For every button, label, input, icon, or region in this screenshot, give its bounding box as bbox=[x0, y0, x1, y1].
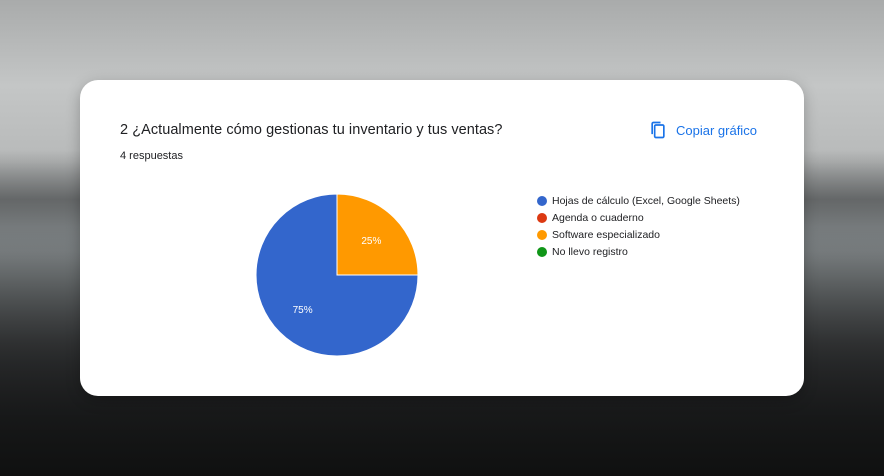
legend-label: Agenda o cuaderno bbox=[552, 211, 644, 224]
legend-label: Software especializado bbox=[552, 228, 660, 241]
legend-item[interactable]: Hojas de cálculo (Excel, Google Sheets) bbox=[537, 192, 740, 209]
legend-swatch bbox=[537, 212, 547, 223]
legend-swatch bbox=[537, 229, 547, 240]
response-count: 4 respuestas bbox=[120, 150, 183, 162]
copy-chart-label: Copiar gráfico bbox=[676, 122, 757, 138]
pie-slice-label-2: 25% bbox=[361, 236, 381, 247]
chart-legend: Hojas de cálculo (Excel, Google Sheets) A… bbox=[537, 192, 740, 260]
legend-item[interactable]: Agenda o cuaderno bbox=[537, 209, 740, 226]
pie-chart: 25% 75% bbox=[255, 193, 419, 357]
chart-card: 2 ¿Actualmente cómo gestionas tu inventa… bbox=[80, 80, 804, 396]
pie-slice-label-0: 75% bbox=[293, 305, 313, 316]
copy-chart-button[interactable]: Copiar gráfico bbox=[648, 118, 757, 142]
question-title: 2 ¿Actualmente cómo gestionas tu inventa… bbox=[120, 122, 503, 138]
pie-slice-0[interactable] bbox=[255, 193, 419, 357]
legend-item[interactable]: Software especializado bbox=[537, 226, 740, 243]
legend-label: Hojas de cálculo (Excel, Google Sheets) bbox=[552, 194, 740, 207]
legend-item[interactable]: No llevo registro bbox=[537, 243, 740, 260]
copy-icon bbox=[651, 121, 665, 139]
legend-swatch bbox=[537, 195, 547, 206]
legend-swatch bbox=[537, 246, 547, 257]
legend-label: No llevo registro bbox=[552, 245, 628, 258]
pie-slice-2[interactable] bbox=[336, 193, 419, 276]
